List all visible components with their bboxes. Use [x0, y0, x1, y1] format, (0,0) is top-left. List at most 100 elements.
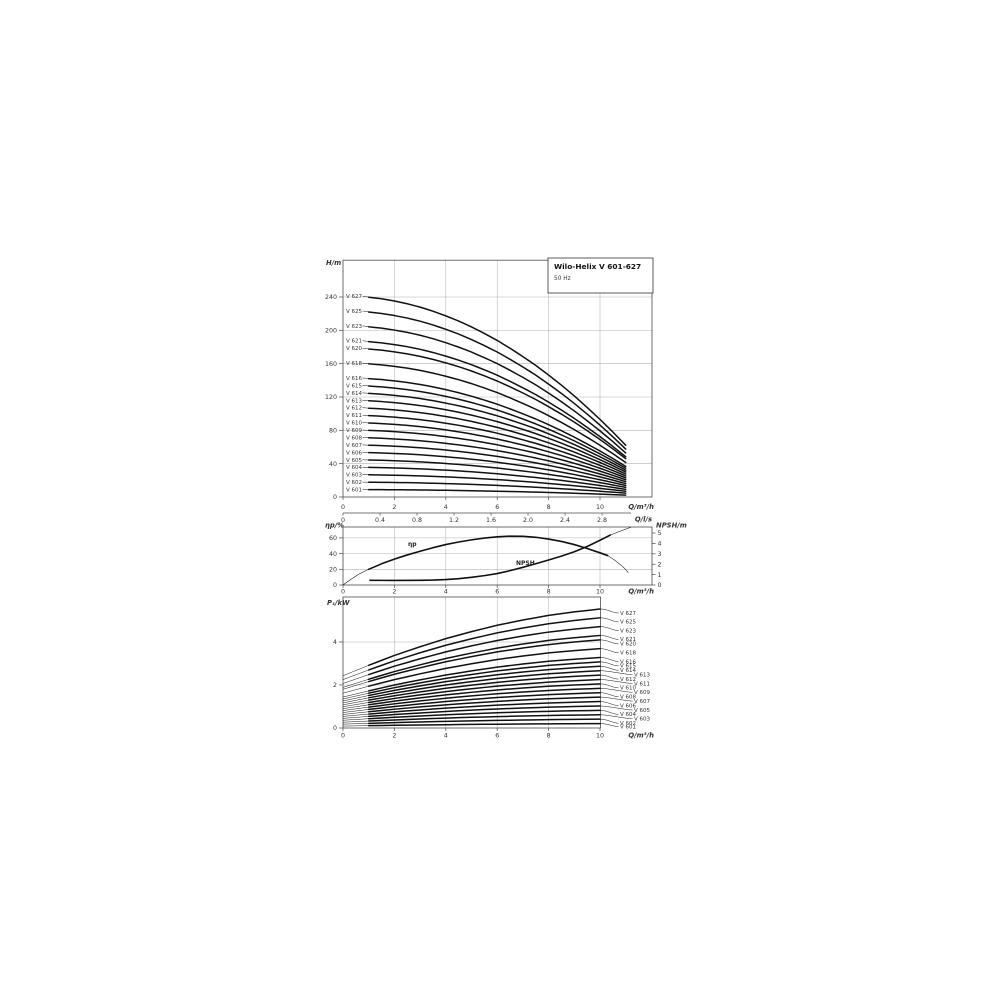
power-curve [367, 634, 601, 680]
head-curve [367, 363, 627, 464]
power-curve [367, 722, 601, 727]
head-curve [367, 444, 627, 485]
pump-curve-label: V 601 [346, 488, 362, 494]
pump-curve-label: V 604 [346, 465, 363, 471]
head-x-tick: 2 [392, 504, 396, 511]
power-curve-label: V 602 [620, 721, 636, 727]
head-curve [367, 385, 627, 469]
eff-x-tick: 6 [495, 588, 499, 595]
head-x-tick: 6 [495, 504, 499, 511]
power-curve [367, 656, 601, 692]
power-curve [367, 691, 601, 711]
pump-curve-label: V 602 [346, 480, 362, 486]
flow-ls-tick: 1.6 [486, 517, 496, 524]
power-curve-thin [342, 723, 369, 725]
head-curve [367, 348, 627, 460]
flow-axis-label-bottom: Q/m³/h [628, 732, 654, 740]
npsh-y-tick: 4 [658, 541, 662, 548]
head-curve [367, 481, 627, 494]
power-x-tick: 4 [444, 732, 448, 739]
eff-x-tick: 8 [547, 588, 551, 595]
head-y-tick: 120 [325, 394, 337, 401]
pump-curve-label: V 608 [346, 435, 363, 441]
power-curve [367, 683, 601, 706]
npsh-curve-label: NPSH [516, 560, 535, 567]
pump-curve-label: V 621 [346, 339, 362, 345]
head-curve [367, 422, 627, 479]
chart-subtitle: 50 Hz [554, 276, 571, 282]
head-chart-curves [362, 295, 627, 496]
power-curve [367, 674, 601, 701]
pump-curve-label: V 606 [346, 450, 363, 456]
pump-curve-label: V 623 [346, 324, 363, 330]
eff-y-tick: 20 [329, 567, 337, 574]
power-x-tick: 0 [341, 732, 345, 739]
power-curve [367, 669, 601, 699]
power-curve [367, 705, 601, 718]
efficiency-chart-curves [342, 527, 632, 586]
npsh-curve [369, 534, 612, 582]
power-y-tick: 2 [333, 682, 337, 689]
power-curve-label: V 625 [620, 620, 637, 626]
flow-ls-tick: 2.8 [597, 517, 607, 524]
head-curve [367, 326, 627, 454]
power-curve-label: V 612 [620, 677, 636, 683]
head-chart: 0 40 80 120 160 200 240 0 2 4 6 8 10 0 0.4 0.8 1.2 1.6 2.0… [325, 257, 654, 524]
eff-y-tick: 0 [333, 582, 337, 589]
head-curve [367, 474, 627, 492]
pump-curve-label: V 605 [346, 458, 363, 464]
eff-x-tick: 10 [596, 588, 604, 595]
power-curve [367, 696, 601, 713]
flow-ls-tick: 2.0 [523, 517, 533, 524]
pump-curve-label: V 603 [346, 473, 363, 479]
power-curve-label: V 615 [620, 664, 637, 670]
flow-axis-label-ls: Q/l/s [635, 516, 652, 524]
head-curve [367, 377, 627, 468]
power-curve-thin [342, 713, 369, 717]
power-curve-label: V 620 [620, 642, 637, 648]
power-curve-thin [342, 699, 369, 706]
power-curve-label: V 606 [620, 703, 637, 709]
pump-curve-label: V 614 [346, 391, 363, 397]
power-curve-thin [342, 711, 369, 715]
power-curve [367, 687, 601, 708]
power-curve-label: V 608 [620, 695, 637, 701]
power-curve [367, 617, 601, 671]
head-curve [367, 407, 627, 475]
flow-ls-tick: 0 [341, 517, 345, 524]
power-curve [367, 714, 601, 722]
npsh-y-tick: 1 [658, 572, 662, 579]
flow-ls-tick: 2.4 [560, 517, 570, 524]
efficiency-chart-axes: 0 20 40 60 0 1 2 3 4 5 0 2 4 6 8 10 [329, 526, 662, 595]
head-x-tick: 4 [444, 504, 448, 511]
power-curve-thin [342, 720, 369, 723]
head-curve [367, 488, 627, 496]
power-curve-label: V 603 [634, 717, 651, 723]
eff-x-tick: 2 [392, 588, 396, 595]
power-chart-grid [343, 597, 601, 728]
power-curve-label: V 611 [634, 681, 650, 687]
npsh-y-tick: 2 [658, 561, 662, 568]
power-x-tick: 2 [392, 732, 396, 739]
pump-curve-label: V 627 [346, 294, 363, 300]
pump-curve-label: V 615 [346, 383, 363, 389]
power-curve-thin [342, 716, 369, 719]
npsh-axis-label: NPSH/m [656, 522, 687, 530]
power-curve [367, 661, 601, 694]
power-chart-axes: 0 2 4 0 2 4 6 8 10 [333, 596, 604, 739]
power-x-tick: 10 [596, 732, 604, 739]
power-curve-label: V 618 [620, 650, 637, 656]
power-curve [367, 639, 601, 683]
power-curve-thin [342, 678, 369, 688]
power-curve [367, 709, 601, 720]
efficiency-curve-label: ηp [408, 541, 417, 548]
npsh-y-tick: 3 [658, 551, 662, 558]
npsh-y-tick: 5 [658, 530, 662, 537]
power-curve-thin [342, 706, 369, 711]
npsh-y-tick: 0 [658, 582, 662, 589]
eff-y-tick: 40 [329, 551, 337, 558]
power-curve-label: V 601 [620, 724, 636, 730]
power-curve-thin [342, 690, 369, 698]
